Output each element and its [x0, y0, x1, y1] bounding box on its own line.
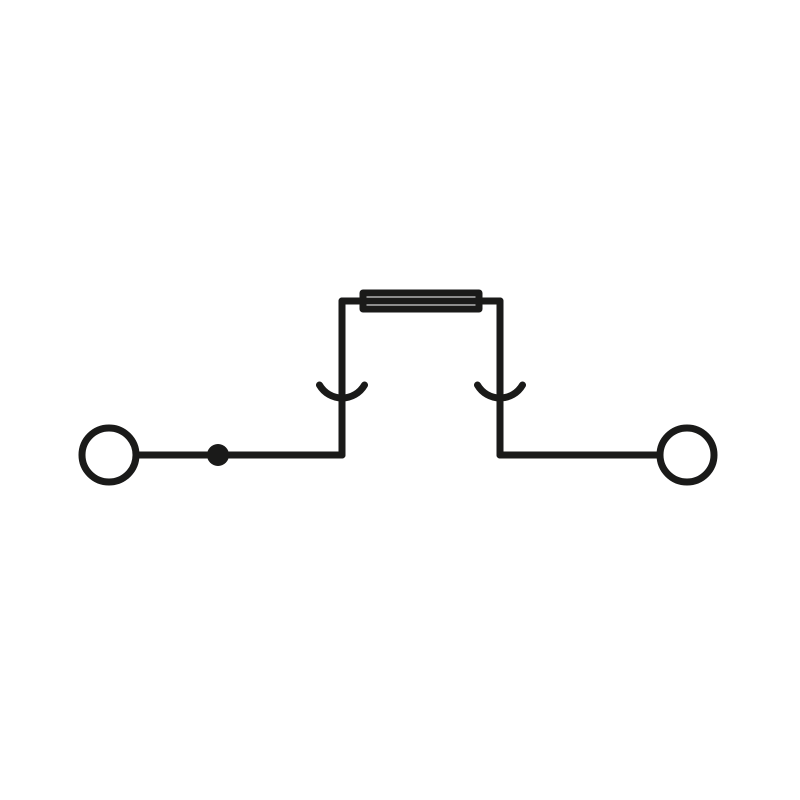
junction-node [207, 444, 229, 466]
fuse-symbol [363, 293, 479, 309]
circuit-diagram [0, 0, 800, 800]
canvas-bg [0, 0, 800, 800]
